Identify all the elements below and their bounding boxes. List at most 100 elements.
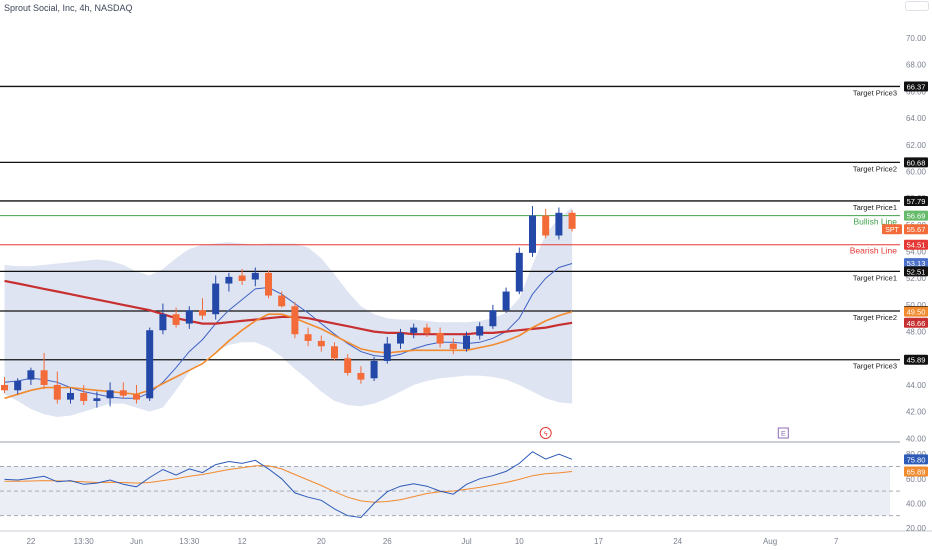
- price-tick-label: 68.00: [906, 61, 927, 70]
- price-tag: [904, 266, 928, 277]
- time-tick-label: 12: [238, 537, 247, 546]
- candle: [397, 332, 404, 344]
- rsi-tag-text: 65.89: [907, 468, 926, 477]
- rsi-tick-label: 20.00: [906, 524, 927, 533]
- time-tick-label: Jul: [461, 537, 471, 546]
- price-tick-label: 52.00: [906, 274, 927, 283]
- price-tag-text: 45.89: [907, 356, 926, 365]
- candle: [172, 314, 180, 325]
- candle: [265, 272, 272, 296]
- rsi-tick-label: 40.00: [906, 499, 927, 508]
- marker-label: E: [781, 431, 786, 438]
- price-tag-text: 48.66: [907, 319, 926, 328]
- time-tick-label: 10: [515, 537, 524, 546]
- candle: [331, 346, 338, 359]
- level-label: Target Price2: [853, 313, 897, 322]
- price-tick-label: 64.00: [906, 114, 927, 123]
- price-tag: [904, 210, 928, 221]
- time-tick-label: 26: [383, 537, 392, 546]
- price-tag-text: 55.67: [907, 225, 926, 234]
- price-tag-text: 49.50: [907, 308, 926, 317]
- candle: [317, 340, 325, 347]
- price-axis: 40.0042.0044.0046.0048.0050.0052.0054.00…: [906, 34, 927, 443]
- price-tag: [904, 157, 928, 168]
- candle: [40, 370, 48, 385]
- candle: [410, 327, 418, 333]
- price-tick-label: 48.00: [906, 328, 927, 337]
- price-tag: [904, 195, 928, 206]
- time-tick-label: Jun: [130, 537, 143, 546]
- level-label: Target Price1: [853, 273, 897, 282]
- candle: [251, 272, 259, 280]
- price-tag-text: 56.69: [907, 212, 926, 221]
- time-tick-label: 17: [594, 537, 603, 546]
- candle: [185, 310, 193, 324]
- candle: [515, 252, 523, 292]
- toolbar-button[interactable]: [905, 1, 929, 11]
- price-tag-text: 60.68: [907, 158, 926, 167]
- candle: [423, 327, 431, 333]
- time-tick-label: Aug: [763, 537, 777, 546]
- level-label: Bullish Line: [854, 217, 898, 227]
- price-tag: [904, 306, 928, 317]
- marker-label: ϟ: [544, 431, 548, 438]
- price-tag-text: 54.51: [907, 241, 926, 250]
- candle: [1, 384, 8, 391]
- price-tag: [904, 239, 928, 250]
- time-tick-label: 20: [317, 537, 326, 546]
- candle: [238, 275, 246, 281]
- candle: [449, 343, 457, 349]
- candle: [199, 310, 206, 316]
- time-tick-label: 7: [834, 537, 839, 546]
- symbol-tag: [882, 224, 902, 235]
- price-tick-label: 42.00: [906, 408, 927, 417]
- price-tag: [904, 317, 928, 328]
- price-tag-text: 57.79: [907, 197, 926, 206]
- price-tick-label: 54.00: [906, 248, 927, 257]
- candle: [463, 335, 470, 349]
- level-label: Bearish Line: [850, 246, 898, 256]
- candle: [502, 291, 510, 311]
- symbol-tag-text: SPT: [885, 227, 899, 234]
- candle: [383, 343, 391, 361]
- candle: [159, 314, 167, 331]
- rsi-tag: [904, 466, 928, 477]
- price-tag-text: 53.13: [907, 259, 926, 268]
- candle: [542, 215, 550, 236]
- price-tag: [904, 81, 928, 92]
- price-tick-label: 62.00: [906, 141, 927, 150]
- time-tick-label: 24: [673, 537, 682, 546]
- candle: [489, 310, 497, 327]
- price-tick-label: 40.00: [906, 434, 927, 443]
- time-tick-label: 22: [26, 537, 35, 546]
- event-marker-icon: [539, 427, 552, 439]
- rsi-line: [4, 451, 573, 519]
- candle: [67, 392, 74, 400]
- bollinger-mid-line: [4, 263, 573, 399]
- candle: [476, 326, 484, 336]
- candle: [80, 392, 88, 401]
- level-label: Target Price1: [853, 203, 897, 212]
- level-label: Target Price3: [853, 362, 897, 371]
- candle: [27, 370, 35, 380]
- candle: [119, 390, 127, 396]
- level-label: Target Price3: [853, 88, 897, 97]
- level-label: Target Price2: [853, 164, 897, 173]
- candle: [344, 358, 352, 373]
- price-tags: 66.3760.6857.7956.6955.67SPT54.5153.1352…: [882, 81, 928, 365]
- candle: [370, 360, 378, 379]
- symbol-title: Sprout Social, Inc, 4h, NASDAQ: [4, 3, 133, 13]
- candle: [529, 215, 536, 253]
- time-tick-label: 13:30: [74, 537, 95, 546]
- candle: [568, 212, 576, 229]
- price-tag: [904, 354, 928, 365]
- price-tick-label: 70.00: [906, 34, 927, 43]
- candle: [212, 283, 220, 315]
- candles: [1, 206, 576, 408]
- price-tick-label: 50.00: [906, 301, 927, 310]
- candle: [106, 390, 114, 399]
- price-tick-label: 60.00: [906, 167, 927, 176]
- time-axis: 22 13:30 Jun 13:30 12 20 26 Jul 10 17 24 Aug 7: [26, 537, 838, 546]
